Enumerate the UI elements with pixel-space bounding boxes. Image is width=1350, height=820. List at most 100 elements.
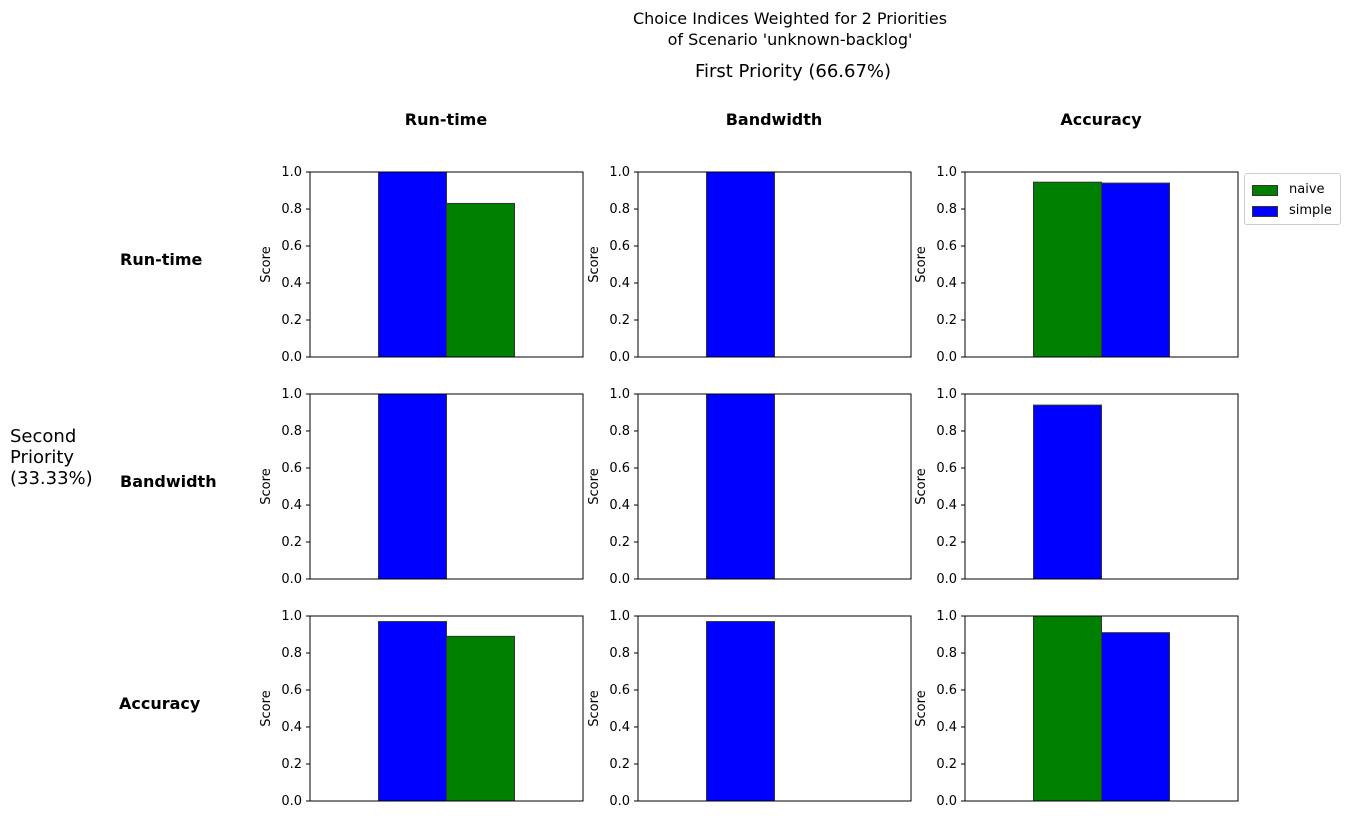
panel-run-time-bandwidth-ytick-label: 0.4 xyxy=(609,276,630,291)
legend-swatch-simple xyxy=(1252,206,1278,217)
panel-run-time-run-time-ytick-label: 0.8 xyxy=(281,202,302,217)
panel-run-time-run-time-ytick-label: 0.0 xyxy=(281,350,302,365)
panel-run-time-bandwidth-ylabel: Score xyxy=(587,246,602,282)
panel-run-time-accuracy-ylabel: Score xyxy=(914,246,929,282)
panel-accuracy-bandwidth-frame xyxy=(637,615,912,802)
panel-accuracy-run-time-frame xyxy=(309,615,584,802)
panel-bandwidth-run-time-bar-simple xyxy=(378,393,447,580)
panel-accuracy-run-time-ytick-label: 0.6 xyxy=(281,683,302,698)
chart-legend: naive simple xyxy=(1244,173,1341,225)
panel-accuracy-accuracy-bar-simple xyxy=(1101,632,1170,802)
panel-bandwidth-accuracy-ytick-label: 0.4 xyxy=(936,498,957,513)
panel-accuracy-bandwidth-ylabel: Score xyxy=(587,690,602,726)
panel-bandwidth-bandwidth-ytick-label: 0.6 xyxy=(609,461,630,476)
panel-run-time-bandwidth-ytick-label: 0.0 xyxy=(609,350,630,365)
panel-bandwidth-accuracy-frame xyxy=(964,393,1239,580)
panel-accuracy-accuracy-ytick-label: 1.0 xyxy=(936,609,957,624)
panel-run-time-bandwidth-ytick-label: 0.8 xyxy=(609,202,630,217)
panel-accuracy-accuracy-ytick-label: 0.2 xyxy=(936,757,957,772)
panel-run-time-run-time-bar-simple xyxy=(378,171,447,358)
legend-label-simple: simple xyxy=(1289,203,1332,218)
panel-run-time-accuracy-bar-simple xyxy=(1101,182,1170,358)
panel-accuracy-accuracy-ytick-label: 0.8 xyxy=(936,646,957,661)
panel-accuracy-run-time-ytick-label: 0.0 xyxy=(281,794,302,809)
column-label-run-time: Run-time xyxy=(404,110,488,129)
panel-run-time-accuracy-ytick-label: 0.4 xyxy=(936,276,957,291)
panel-bandwidth-run-time-ytick-label: 0.2 xyxy=(281,535,302,550)
column-label-bandwidth: Bandwidth xyxy=(725,110,823,129)
panel-bandwidth-run-time-ytick-label: 0.0 xyxy=(281,572,302,587)
panel-run-time-run-time-ylabel: Score xyxy=(259,246,274,282)
chart-title-line-1: Choice Indices Weighted for 2 Priorities xyxy=(632,9,948,28)
panel-accuracy-run-time-ytick-label: 1.0 xyxy=(281,609,302,624)
legend-label-naive: naive xyxy=(1289,182,1325,197)
panel-run-time-bandwidth-ytick-label: 0.6 xyxy=(609,239,630,254)
panel-run-time-run-time-ytick-label: 0.4 xyxy=(281,276,302,291)
panel-accuracy-accuracy-ylabel: Score xyxy=(914,690,929,726)
panel-bandwidth-accuracy-ytick-label: 0.8 xyxy=(936,424,957,439)
panel-accuracy-bandwidth-bar-simple xyxy=(706,621,775,802)
panel-run-time-accuracy-ytick-label: 0.2 xyxy=(936,313,957,328)
panel-accuracy-bandwidth-ytick-label: 0.6 xyxy=(609,683,630,698)
panel-run-time-bandwidth-ytick-label: 0.2 xyxy=(609,313,630,328)
panel-accuracy-bandwidth-ytick-label: 0.2 xyxy=(609,757,630,772)
panel-run-time-bandwidth-ytick-label: 1.0 xyxy=(609,165,630,180)
panel-bandwidth-accuracy-ytick-label: 0.0 xyxy=(936,572,957,587)
panel-accuracy-bandwidth-ytick-label: 1.0 xyxy=(609,609,630,624)
chart-title-line-2: of Scenario 'unknown-backlog' xyxy=(667,30,913,49)
panel-bandwidth-bandwidth-ytick-label: 0.0 xyxy=(609,572,630,587)
panel-run-time-accuracy-bar-naive xyxy=(1033,181,1102,358)
panel-bandwidth-bandwidth-bar-simple xyxy=(706,393,775,580)
panel-accuracy-run-time-bar-naive xyxy=(446,635,515,802)
panel-run-time-accuracy-ytick-label: 1.0 xyxy=(936,165,957,180)
panel-bandwidth-run-time-ytick-label: 0.4 xyxy=(281,498,302,513)
panel-run-time-run-time-ytick-label: 0.6 xyxy=(281,239,302,254)
panel-accuracy-bandwidth-ytick-label: 0.0 xyxy=(609,794,630,809)
panel-run-time-run-time-ytick-label: 0.2 xyxy=(281,313,302,328)
panel-bandwidth-bandwidth-ylabel: Score xyxy=(587,468,602,504)
panel-accuracy-bandwidth-ytick-label: 0.8 xyxy=(609,646,630,661)
panel-accuracy-run-time-ytick-label: 0.2 xyxy=(281,757,302,772)
legend-swatch-naive xyxy=(1252,185,1278,196)
panel-accuracy-run-time-ytick-label: 0.4 xyxy=(281,720,302,735)
panel-accuracy-accuracy-ytick-label: 0.0 xyxy=(936,794,957,809)
panel-bandwidth-bandwidth-frame xyxy=(637,393,912,580)
panel-run-time-run-time-bar-naive xyxy=(446,202,515,358)
panel-bandwidth-bandwidth-ytick-label: 0.2 xyxy=(609,535,630,550)
panel-bandwidth-bandwidth-ytick-label: 0.4 xyxy=(609,498,630,513)
panel-bandwidth-bandwidth-ytick-label: 1.0 xyxy=(609,387,630,402)
panel-run-time-run-time-ytick-label: 1.0 xyxy=(281,165,302,180)
panel-run-time-bandwidth-bar-simple xyxy=(706,171,775,358)
panel-run-time-accuracy-frame xyxy=(964,171,1239,358)
panel-bandwidth-accuracy-ytick-label: 1.0 xyxy=(936,387,957,402)
panel-bandwidth-run-time-ylabel: Score xyxy=(259,468,274,504)
panel-run-time-accuracy-ytick-label: 0.6 xyxy=(936,239,957,254)
panel-bandwidth-accuracy-ytick-label: 0.2 xyxy=(936,535,957,550)
panel-run-time-bandwidth-frame xyxy=(637,171,912,358)
row-group-label: Second Priority (33.33%) xyxy=(10,426,93,489)
panel-bandwidth-accuracy-ytick-label: 0.6 xyxy=(936,461,957,476)
panel-run-time-accuracy-ytick-label: 0.8 xyxy=(936,202,957,217)
panel-run-time-run-time-frame xyxy=(309,171,584,358)
row-label-run-time: Run-time xyxy=(120,250,203,269)
panel-bandwidth-run-time-ytick-label: 0.6 xyxy=(281,461,302,476)
panel-bandwidth-bandwidth-ytick-label: 0.8 xyxy=(609,424,630,439)
row-label-bandwidth: Bandwidth xyxy=(120,472,217,491)
panel-bandwidth-accuracy-bar-simple xyxy=(1033,404,1102,580)
column-group-label: First Priority (66.67%) xyxy=(694,61,892,82)
panel-accuracy-accuracy-bar-naive xyxy=(1033,615,1102,802)
panel-accuracy-bandwidth-ytick-label: 0.4 xyxy=(609,720,630,735)
panel-accuracy-run-time-ytick-label: 0.8 xyxy=(281,646,302,661)
panel-bandwidth-run-time-frame xyxy=(309,393,584,580)
panel-accuracy-accuracy-frame xyxy=(964,615,1239,802)
panel-bandwidth-run-time-ytick-label: 1.0 xyxy=(281,387,302,402)
panel-accuracy-accuracy-ytick-label: 0.4 xyxy=(936,720,957,735)
panel-accuracy-run-time-bar-simple xyxy=(378,621,447,802)
panel-accuracy-accuracy-ytick-label: 0.6 xyxy=(936,683,957,698)
row-label-accuracy: Accuracy xyxy=(119,694,201,713)
panel-bandwidth-accuracy-ylabel: Score xyxy=(914,468,929,504)
column-label-accuracy: Accuracy xyxy=(1060,110,1142,129)
panel-accuracy-run-time-ylabel: Score xyxy=(259,690,274,726)
panel-run-time-accuracy-ytick-label: 0.0 xyxy=(936,350,957,365)
